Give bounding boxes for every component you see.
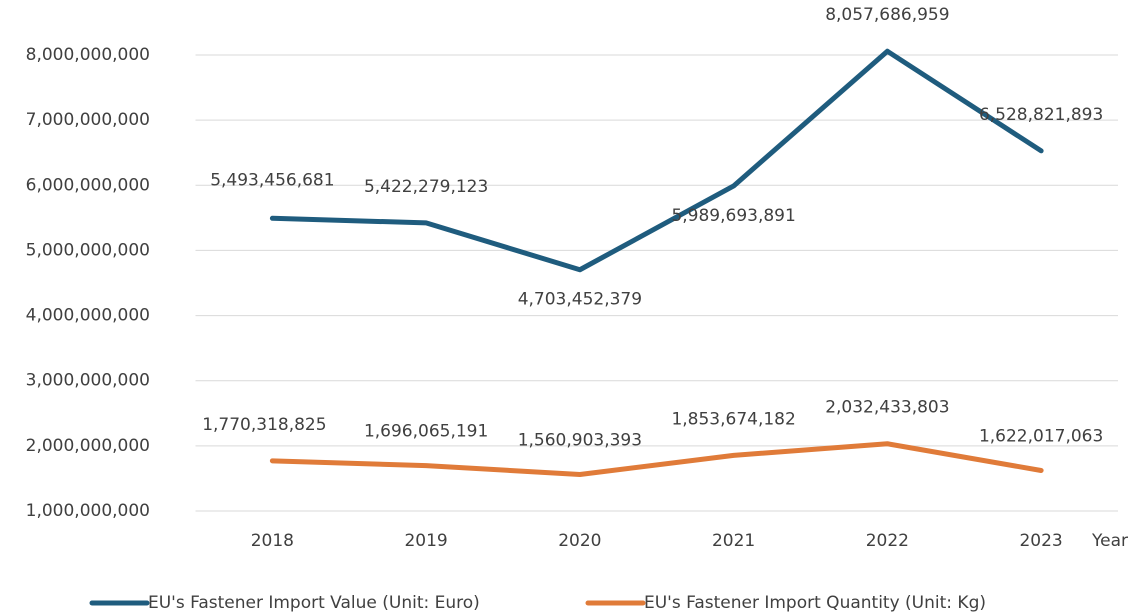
y-tick-label: 3,000,000,000 (26, 371, 150, 391)
data-label: 1,622,017,063 (979, 426, 1103, 446)
x-tick-label: 2019 (404, 531, 447, 551)
series-line (269, 48, 1044, 273)
y-tick-label: 7,000,000,000 (26, 110, 150, 130)
y-tick-label: 6,000,000,000 (26, 175, 150, 195)
data-label: 1,560,903,393 (518, 430, 642, 450)
y-tick-label: 4,000,000,000 (26, 306, 150, 326)
series-line (269, 441, 1044, 477)
x-tick-label: 2020 (558, 531, 601, 551)
data-label: 1,770,318,825 (202, 415, 326, 435)
y-tick-label: 8,000,000,000 (26, 45, 150, 65)
data-label: 2,032,433,803 (825, 398, 949, 418)
legend-label: EU's Fastener Import Quantity (Unit: Kg) (644, 593, 986, 613)
data-label: 1,696,065,191 (364, 422, 488, 442)
data-label: 5,989,693,891 (671, 206, 795, 226)
data-label: 8,057,686,959 (825, 5, 949, 25)
y-tick-label: 2,000,000,000 (26, 436, 150, 456)
y-tick-label: 5,000,000,000 (26, 240, 150, 260)
x-tick-label: 2022 (866, 531, 909, 551)
data-label: 5,422,279,123 (364, 177, 488, 197)
x-tick-label: 2021 (712, 531, 755, 551)
data-label: 4,703,452,379 (518, 290, 642, 310)
x-tick-label: 2023 (1019, 531, 1062, 551)
x-axis-label: Year (1091, 531, 1128, 551)
y-tick-label: 1,000,000,000 (26, 501, 150, 521)
x-tick-label: 2018 (251, 531, 294, 551)
data-label: 6,528,821,893 (979, 105, 1103, 125)
data-label: 5,493,456,681 (210, 170, 334, 190)
data-label: 1,853,674,182 (671, 409, 795, 429)
legend-label: EU's Fastener Import Value (Unit: Euro) (148, 593, 480, 613)
